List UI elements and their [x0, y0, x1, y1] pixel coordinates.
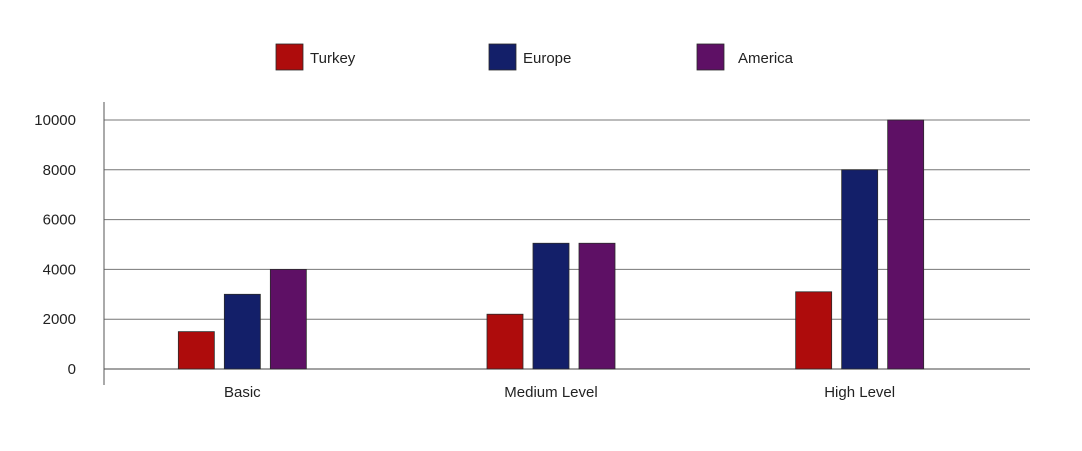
legend-label-europe: Europe [523, 50, 571, 67]
x-category-label: High Level [824, 384, 895, 401]
legend-swatch-turkey [275, 43, 304, 71]
bar-turkey-2 [795, 291, 833, 370]
x-category-label: Basic [224, 384, 261, 401]
y-tick-label: 0 [68, 361, 76, 378]
x-axis-categories: Basic Medium Level High Level [224, 384, 895, 401]
x-category-label: Medium Level [504, 384, 597, 401]
bar-europe-0 [223, 293, 261, 370]
bar-europe-2 [841, 169, 879, 370]
y-axis-ticks: 0 2000 4000 6000 8000 10000 [34, 112, 76, 378]
bar-america-2 [887, 119, 925, 370]
bar-america-0 [269, 268, 307, 370]
legend-label-turkey: Turkey [310, 50, 356, 67]
y-tick-label: 10000 [34, 112, 76, 129]
y-tick-label: 6000 [43, 212, 76, 229]
y-tick-label: 8000 [43, 162, 76, 179]
y-tick-label: 2000 [43, 311, 76, 328]
bar-europe-1 [532, 242, 570, 370]
legend-swatch-america [696, 43, 725, 71]
bar-turkey-1 [486, 313, 524, 370]
bar-turkey-0 [177, 331, 215, 370]
y-tick-label: 4000 [43, 261, 76, 278]
legend: Turkey Europe America [275, 43, 794, 71]
bar-america-1 [578, 242, 616, 370]
legend-swatch-europe [488, 43, 517, 71]
legend-label-america: America [738, 50, 794, 67]
bars [177, 119, 925, 370]
